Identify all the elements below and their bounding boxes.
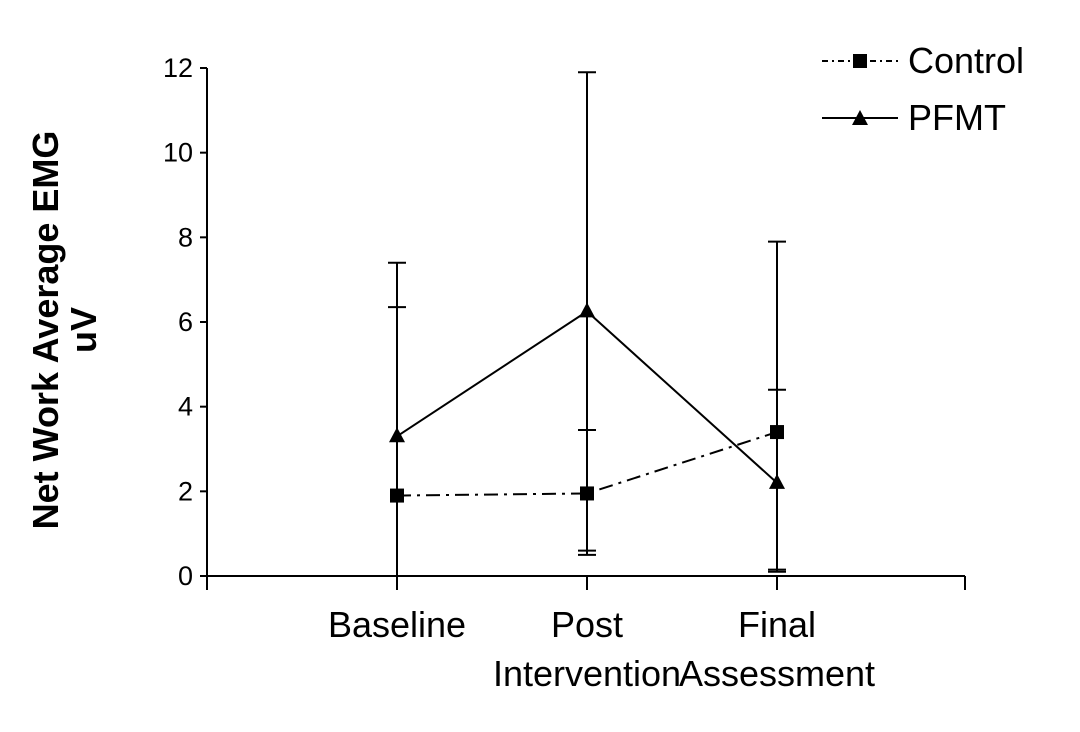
y-axis-title-group: Net Work Average EMG uV	[25, 131, 104, 530]
marker-pfmt	[389, 427, 405, 443]
y-axis-title-line2: uV	[63, 307, 104, 353]
marker-pfmt	[579, 302, 595, 318]
legend-label-control: Control	[908, 40, 1024, 81]
marker-pfmt	[769, 473, 785, 489]
series-line-control	[396, 431, 778, 497]
marker-control	[390, 488, 404, 503]
y-axis-title-line1: Net Work Average EMG	[25, 131, 66, 530]
legend-label-pfmt: PFMT	[908, 97, 1006, 138]
x-category-label: Final	[738, 604, 816, 645]
y-tick-label: 0	[178, 561, 193, 591]
x-ticks: Baseline Post Intervention Final Assessment	[206, 576, 966, 694]
y-ticks: 0 2 4 6 8 10 12	[163, 53, 207, 591]
legend-item-pfmt: PFMT	[822, 97, 1006, 138]
y-tick-label: 6	[178, 307, 193, 337]
legend-item-control: Control	[822, 40, 1024, 81]
x-category-label-line2: Intervention	[493, 653, 681, 694]
x-category-label: Baseline	[328, 604, 466, 645]
legend-marker-pfmt	[852, 110, 868, 125]
x-category-label-line2: Assessment	[679, 653, 875, 694]
legend: Control PFMT	[822, 40, 1024, 138]
y-tick-label: 8	[178, 222, 193, 252]
y-tick-label: 2	[178, 476, 193, 506]
y-tick-label: 10	[163, 138, 193, 168]
marker-control	[770, 425, 784, 440]
y-tick-label: 12	[163, 53, 193, 83]
x-category-label: Post	[551, 604, 623, 645]
legend-marker-control	[853, 54, 867, 68]
y-tick-label: 4	[178, 392, 193, 422]
series-markers	[389, 302, 785, 503]
marker-control	[580, 486, 594, 501]
